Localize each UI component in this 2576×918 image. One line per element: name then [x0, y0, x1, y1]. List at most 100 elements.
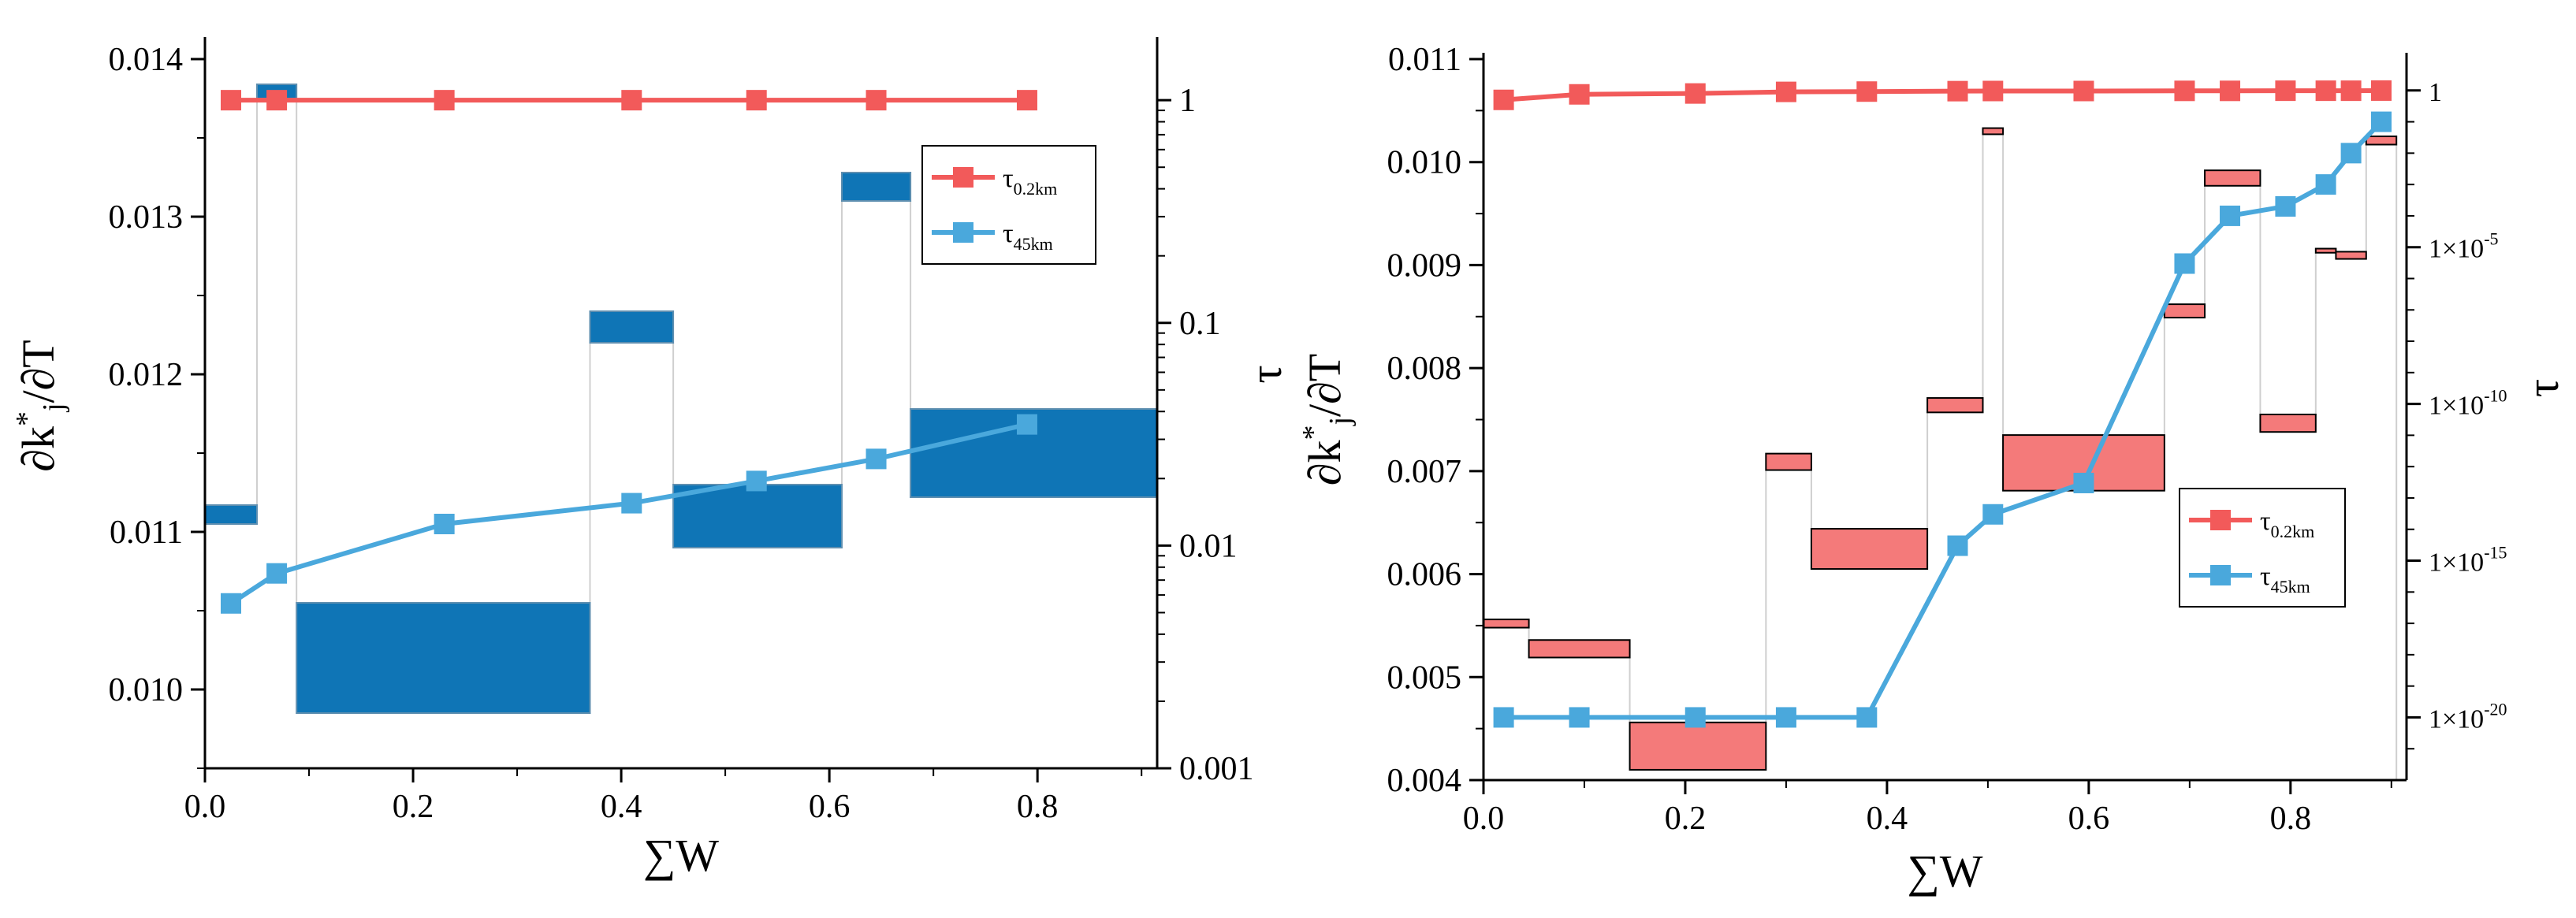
left-y-axis-title: ∂k*j/∂T — [10, 340, 70, 471]
right-y-axis-title: τ — [1240, 365, 1291, 383]
series-marker-0 — [746, 90, 767, 111]
waterfall-box — [1528, 639, 1631, 659]
legend-marker-1 — [953, 222, 973, 243]
series-marker-1 — [2340, 143, 2362, 164]
series-marker-1 — [2073, 472, 2094, 493]
series-marker-1 — [1493, 707, 1514, 728]
waterfall-box — [2335, 251, 2367, 260]
series-marker-1 — [1684, 707, 1706, 728]
left-y-tick-label: 0.009 — [1387, 247, 1462, 284]
left-y-tick-label: 0.011 — [1388, 42, 1461, 78]
series-marker-0 — [221, 90, 242, 111]
right-y-tick-label: 1 — [2429, 78, 2442, 107]
x-tick-label: 0.2 — [393, 789, 434, 825]
x-tick-label: 0.2 — [1665, 801, 1707, 837]
right-y-tick-label: 0.001 — [1179, 751, 1254, 787]
series-marker-0 — [2073, 80, 2094, 102]
left-y-tick-label: 0.008 — [1387, 351, 1462, 387]
series-marker-1 — [746, 470, 767, 492]
series-marker-1 — [266, 563, 288, 584]
legend-label-1: τ45km — [1003, 219, 1053, 254]
waterfall-box — [2365, 136, 2398, 146]
series-marker-1 — [2220, 205, 2241, 226]
left-y-axis-title: ∂k*j/∂T — [1297, 354, 1357, 485]
series-marker-1 — [621, 492, 642, 514]
right-y-tick-label: 1×10-15 — [2429, 543, 2507, 578]
right-y-tick-label: 0.01 — [1179, 528, 1238, 564]
series-marker-0 — [2340, 80, 2362, 102]
x-tick-label: 0.0 — [1463, 801, 1505, 837]
series-marker-1 — [434, 513, 455, 534]
right-y-tick-label: 0.1 — [1179, 306, 1221, 342]
series-marker-1 — [2174, 253, 2195, 274]
series-marker-1 — [2371, 111, 2392, 132]
legend-label-0: τ0.2km — [2260, 507, 2314, 541]
x-axis-title: ∑W — [643, 830, 719, 881]
waterfall-box — [296, 602, 591, 714]
legend-label-0: τ0.2km — [1003, 164, 1057, 199]
series-marker-0 — [266, 90, 288, 111]
left-y-tick-label: 0.010 — [109, 672, 184, 708]
legend-marker-1 — [2210, 565, 2231, 585]
x-axis-title: ∑W — [1907, 846, 1982, 897]
legend-box — [921, 145, 1096, 265]
right-y-tick-label: 1×10-10 — [2429, 386, 2507, 421]
waterfall-box — [589, 310, 675, 344]
series-marker-1 — [2315, 174, 2336, 195]
series-marker-1 — [1016, 414, 1037, 435]
waterfall-box — [2314, 247, 2337, 254]
x-tick-label: 0.4 — [1867, 801, 1908, 837]
series-marker-0 — [2315, 80, 2336, 102]
series-marker-0 — [2174, 80, 2195, 102]
waterfall-box — [1810, 528, 1929, 570]
legend-box — [2179, 488, 2346, 608]
series-marker-1 — [221, 593, 242, 614]
waterfall-box — [1982, 127, 2005, 136]
legend-marker-0 — [2210, 510, 2231, 530]
series-marker-1 — [865, 448, 887, 470]
waterfall-box — [840, 172, 912, 202]
series-line-0 — [1503, 87, 2382, 102]
series-marker-1 — [1775, 707, 1796, 728]
right-y-tick-label: 1 — [1179, 83, 1196, 119]
series-marker-0 — [1569, 84, 1590, 105]
waterfall-box — [672, 484, 843, 548]
x-tick-label: 0.6 — [809, 789, 851, 825]
waterfall-box — [2259, 413, 2317, 433]
x-tick-label: 0.0 — [184, 789, 226, 825]
waterfall-box — [1765, 452, 1812, 471]
series-marker-0 — [2371, 80, 2392, 101]
waterfall-box — [2204, 169, 2261, 187]
series-marker-0 — [1775, 81, 1796, 102]
x-tick-label: 0.8 — [1017, 789, 1059, 825]
series-marker-1 — [1982, 504, 2004, 525]
series-marker-0 — [1947, 80, 1968, 102]
series-marker-0 — [1982, 80, 2004, 102]
series-marker-0 — [1016, 90, 1037, 111]
x-tick-label: 0.4 — [601, 789, 642, 825]
left-y-tick-label: 0.010 — [1387, 145, 1462, 181]
series-marker-0 — [865, 90, 887, 111]
legend-marker-0 — [953, 167, 973, 188]
series-line-1 — [1503, 120, 2384, 720]
right-panel: 0.0 0.2 0.4 0.6 0.8 0.004 0.005 0.006 0.007 0.008… — [1297, 42, 2568, 897]
left-y-tick-label: 0.014 — [109, 42, 184, 78]
series-line-1 — [229, 422, 1028, 606]
left-y-tick-label: 0.011 — [110, 515, 183, 551]
series-marker-0 — [2220, 80, 2241, 102]
left-y-tick-label: 0.006 — [1387, 557, 1462, 593]
waterfall-box — [204, 504, 259, 525]
left-panel: 0.0 0.2 0.4 0.6 0.80.0100.0110.0120.0130.014… — [10, 37, 1291, 881]
right-y-axis-title: τ — [2517, 379, 2568, 397]
series-marker-0 — [1684, 83, 1706, 104]
legend-label-1: τ45km — [2260, 562, 2310, 597]
series-marker-0 — [1856, 81, 1878, 102]
series-marker-1 — [1947, 535, 1968, 556]
waterfall-box — [2163, 303, 2206, 319]
left-y-tick-label: 0.012 — [109, 357, 184, 393]
right-y-tick-label: 1×10-20 — [2429, 699, 2507, 734]
series-marker-0 — [621, 90, 642, 111]
series-marker-0 — [434, 90, 455, 111]
series-marker-1 — [1856, 707, 1878, 728]
